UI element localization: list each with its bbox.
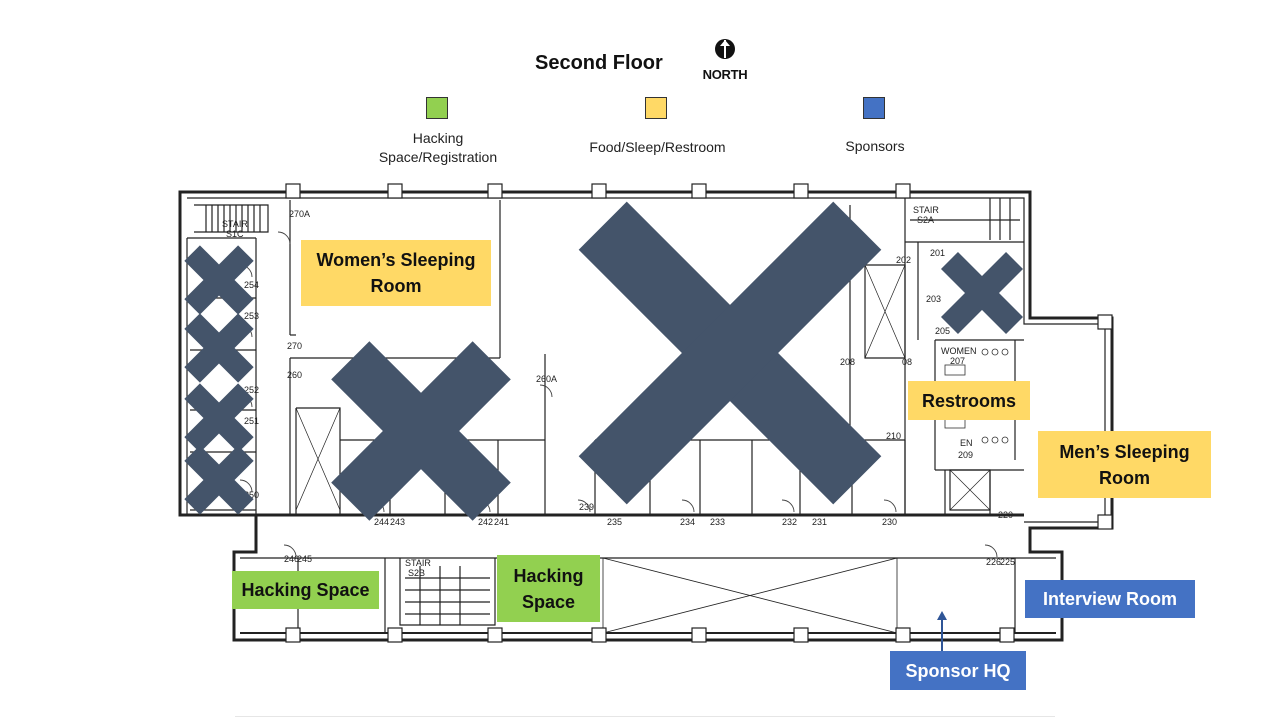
floor-plan-walls <box>178 190 1114 642</box>
page-title: Second Floor <box>535 52 663 74</box>
room-number: 220 <box>998 510 1013 520</box>
room-numbers: 270A S1C 270 260 254 253 252 251 250 260… <box>222 205 1015 578</box>
legend-label-hacking-line1: Hacking <box>412 130 464 146</box>
room-number: 251 <box>244 416 259 426</box>
hacking-space-center-line2: Space <box>521 591 576 612</box>
window-marks <box>285 183 1113 643</box>
north-indicator: NORTH <box>700 38 750 82</box>
room-number: 207 <box>950 356 965 366</box>
page-divider <box>235 716 1055 717</box>
room-number: 208 <box>840 357 855 367</box>
room-number: 244 <box>374 517 389 527</box>
room-number: 242 <box>478 517 493 527</box>
restrooms-label: Restrooms <box>908 381 1030 420</box>
hacking-space-center-line1: Hacking <box>513 565 584 586</box>
room-number: 253 <box>244 311 259 321</box>
sponsor-hq-label: Sponsor HQ <box>890 651 1026 690</box>
room-number: STAIR <box>222 219 248 229</box>
room-number: 241 <box>494 517 509 527</box>
interview-room-label: Interview Room <box>1025 580 1195 618</box>
hacking-space-left-label: Hacking Space <box>232 571 379 609</box>
room-number: 230 <box>882 517 897 527</box>
room-number: STAIR <box>405 558 431 568</box>
room-number: WOMEN <box>941 346 977 356</box>
room-number: 270A <box>289 209 310 219</box>
room-number: 233 <box>710 517 725 527</box>
legend-swatch-hacking <box>426 97 448 119</box>
closed-area-x-mark <box>184 313 254 383</box>
womens-sleeping-line2: Room <box>370 276 422 296</box>
room-number: 260A <box>536 374 557 384</box>
closed-area-x-mark <box>184 383 254 453</box>
closed-area-x-mark <box>184 445 254 515</box>
room-number: 235 <box>607 517 622 527</box>
room-number: 210 <box>886 431 901 441</box>
legend-swatch-food <box>645 97 667 119</box>
room-number: 231 <box>812 517 827 527</box>
room-number: STAIR <box>913 205 939 215</box>
hacking-space-center-label: Hacking Space <box>497 555 600 622</box>
legend-label-hacking-line2: Space/Registration <box>378 149 498 165</box>
room-number: EN <box>960 438 973 448</box>
room-number: 260 <box>287 370 302 380</box>
legend-swatch-sponsors <box>863 97 885 119</box>
closed-area-x-mark <box>578 201 882 505</box>
room-number: 234 <box>680 517 695 527</box>
legend-label-food: Food/Sleep/Restroom <box>589 139 726 155</box>
mens-sleeping-line2: Room <box>1098 467 1150 488</box>
restroom-fixtures <box>944 348 1009 444</box>
closed-area-x-mark <box>940 251 1024 335</box>
womens-sleeping-room-label: Women’s Sleeping Room <box>301 240 491 306</box>
room-number: 225 <box>1000 557 1015 567</box>
north-arrow-icon <box>715 39 735 59</box>
womens-sleeping-line1: Women’s Sleeping <box>316 250 476 270</box>
room-number: S1C <box>226 229 244 239</box>
room-number: 205 <box>935 326 950 336</box>
room-number: 245 <box>297 554 312 564</box>
sponsor-hq-arrow <box>937 611 947 651</box>
mens-sleeping-room-label: Men’s Sleeping Room <box>1038 431 1211 498</box>
room-number: 08 <box>902 357 912 367</box>
north-label: NORTH <box>702 67 748 82</box>
legend-label-sponsors: Sponsors <box>845 138 905 154</box>
room-number: 209 <box>958 450 973 460</box>
room-number: 202 <box>896 255 911 265</box>
room-number: S2B <box>408 568 425 578</box>
legend-label-hacking: Hacking Space/Registration <box>378 129 498 167</box>
room-number: 226 <box>986 557 1001 567</box>
room-number: 254 <box>244 280 259 290</box>
closed-area-x-mark <box>331 341 511 521</box>
closed-area-marks <box>184 201 1024 521</box>
room-number: 250 <box>244 490 259 500</box>
room-number: 201 <box>930 248 945 258</box>
mens-sleeping-line1: Men’s Sleeping <box>1059 441 1190 462</box>
room-number: 246 <box>284 554 299 564</box>
room-number: 243 <box>390 517 405 527</box>
room-number: 270 <box>287 341 302 351</box>
room-number: 252 <box>244 385 259 395</box>
room-number: S2A <box>917 215 934 225</box>
closed-area-x-mark <box>184 245 254 315</box>
room-number: 203 <box>926 294 941 304</box>
room-number: 239 <box>579 502 594 512</box>
room-number: 232 <box>782 517 797 527</box>
